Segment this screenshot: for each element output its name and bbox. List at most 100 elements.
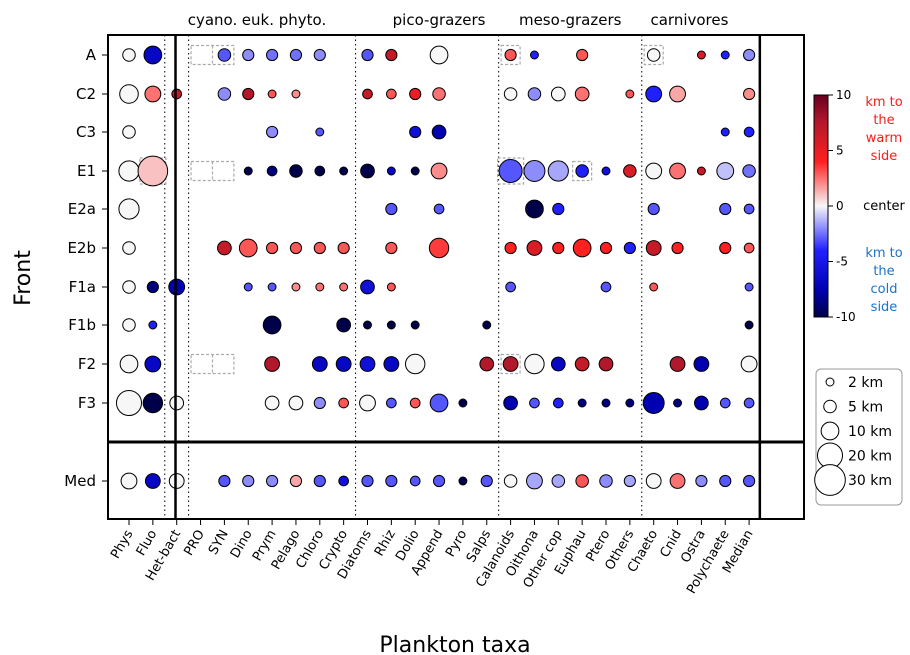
bubble-e1-polychaete	[716, 162, 735, 180]
bubble-layer	[115, 45, 758, 490]
bubble-e1-ptero	[601, 166, 611, 176]
bubble-med-dolio	[409, 475, 421, 487]
size-legend-label-5-km: 5 km	[848, 400, 883, 416]
bubble-f2-diatoms	[359, 356, 376, 372]
dashed-box-a-calanoids	[500, 44, 521, 66]
bubble-f3-chloro	[313, 396, 326, 410]
bubble-e2a-other-cop	[552, 202, 565, 216]
bubble-a-oithona	[529, 50, 539, 60]
bubble-a-dino	[242, 48, 255, 62]
bubble-med-dino	[242, 474, 255, 488]
bubble-f3-rhiz	[386, 397, 397, 409]
bubble-e2b-dino	[238, 238, 258, 258]
bubble-e1-crypto	[339, 166, 349, 176]
bubble-f3-dolio	[409, 397, 421, 409]
bubble-c2-pelago	[291, 89, 301, 99]
bubble-f3-euphau	[577, 398, 587, 408]
bubble-c3-polychaete	[720, 127, 730, 137]
y-axis-label: Front	[11, 250, 36, 306]
bubble-c2-phys	[119, 84, 139, 104]
bubble-f2-euphau	[574, 356, 590, 372]
bubble-med-chloro	[313, 474, 326, 488]
bubble-f1a-fluo	[146, 280, 159, 294]
group-separators	[164, 35, 643, 519]
bubble-f1a-phys	[122, 280, 136, 294]
bubble-a-diatoms	[361, 48, 374, 62]
x-axis-ticks: PhysFluoHet-bactPROSYNDinoPrymPelagoChlo…	[108, 519, 757, 597]
bubble-f1a-diatoms	[360, 279, 375, 295]
bubble-c2-syn	[217, 87, 232, 101]
bubble-f1b-dolio	[410, 320, 420, 330]
bubble-e1-fluo	[137, 155, 169, 187]
bubble-e1-ostra	[696, 166, 706, 176]
bubble-e1-prym	[266, 165, 278, 177]
x-tick-label-phys: Phys	[108, 527, 136, 561]
bubble-med-polychaete	[719, 474, 732, 488]
bubble-med-ostra	[695, 474, 708, 488]
bubble-med-crypto	[338, 475, 349, 487]
bubble-f3-ptero	[601, 398, 611, 408]
size-legend-marker-5-km	[823, 399, 837, 414]
colorbar-cold-label: km to	[865, 246, 902, 261]
y-tick-label-f2: F2	[78, 355, 96, 373]
bubble-f1b-prym	[262, 315, 282, 335]
bubble-med-pelago	[289, 474, 303, 488]
bubble-a-chloro	[313, 48, 326, 62]
bubble-f3-prym	[264, 395, 280, 411]
bubble-a-rhiz	[385, 48, 398, 62]
colorbar-cold-label: the	[873, 264, 894, 279]
colorbar-warm-label: km to	[865, 95, 902, 110]
size-legend-label-2-km: 2 km	[848, 375, 883, 391]
bubble-e1-others	[623, 164, 637, 178]
bubble-f2-calanoids	[502, 356, 519, 372]
bubble-f1a-median	[744, 282, 754, 292]
bubble-e2b-pelago	[289, 241, 303, 255]
bubble-a-chaeto	[646, 48, 661, 62]
bubble-e1-dino	[243, 166, 253, 176]
size-legend-marker-10-km	[820, 421, 840, 441]
y-tick-label-c2: C2	[76, 85, 96, 103]
bubble-med-others	[623, 474, 636, 488]
bubble-e1-other-cop	[547, 160, 569, 182]
bubble-f2-crypto	[335, 356, 352, 372]
bubble-e2a-polychaete	[719, 202, 732, 216]
y-tick-label-med: Med	[64, 472, 96, 490]
bubble-f3-calanoids	[503, 395, 518, 411]
bubble-c2-dino	[242, 87, 255, 101]
bubble-f3-append	[429, 393, 449, 413]
bubble-f3-chaeto	[642, 392, 665, 414]
bubble-e2b-append	[428, 237, 450, 259]
dashed-box-e1-euphau	[572, 160, 593, 182]
size-legend-marker-30-km	[814, 464, 846, 496]
bubble-c2-fluo	[144, 85, 162, 103]
bubble-c3-dolio	[409, 125, 422, 139]
bubble-e1-rhiz	[386, 166, 396, 176]
bubble-f2-ptero	[598, 356, 614, 372]
y-tick-label-f1a: F1a	[69, 278, 96, 296]
bubble-c3-append	[431, 124, 447, 140]
size-legend-marker-2-km	[825, 377, 835, 387]
bubble-e2b-oithona	[526, 240, 543, 256]
x-axis-label: Plankton taxa	[379, 633, 530, 655]
bubble-med-rhiz	[385, 474, 398, 488]
bubble-f2-rhiz	[383, 356, 400, 372]
bubble-f1a-pelago	[291, 282, 301, 292]
bubble-med-phys	[120, 472, 138, 490]
group-label-meso-grazers: meso-grazers	[519, 11, 622, 29]
plot-border	[107, 34, 805, 520]
bubble-c2-append	[432, 87, 446, 101]
bubble-f1b-salps	[482, 320, 492, 330]
bubble-e2b-others	[623, 241, 636, 255]
colorbar-tick-label: 0	[836, 199, 844, 213]
bubble-med-syn	[218, 474, 231, 488]
y-tick-label-a: A	[86, 46, 97, 64]
bubble-med-diatoms	[361, 474, 374, 488]
bubble-e1-append	[430, 162, 448, 180]
bubble-f3-fluo	[142, 392, 164, 414]
bubble-f2-prym	[264, 356, 281, 372]
bubble-e2b-euphau	[572, 238, 592, 258]
bubble-a-median	[743, 48, 756, 62]
bubble-e1-cnid	[669, 162, 686, 180]
colorbar-warm-label: the	[873, 113, 894, 128]
bubble-f3-pyro	[458, 398, 468, 408]
